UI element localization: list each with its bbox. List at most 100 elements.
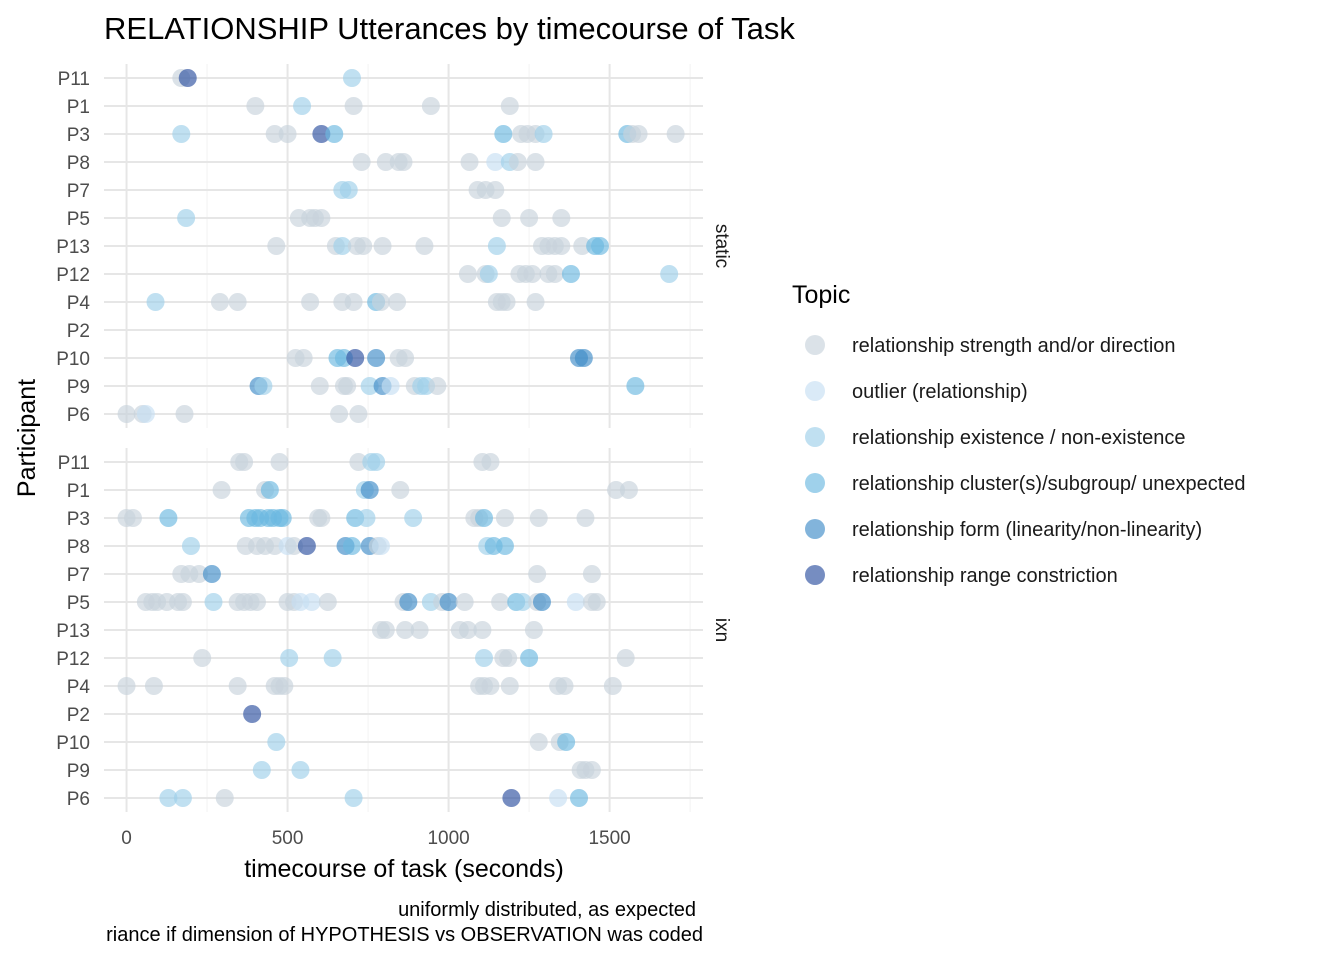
x-tick-label: 500	[272, 828, 304, 849]
data-point	[394, 153, 413, 171]
data-point	[486, 181, 505, 199]
data-point	[204, 593, 223, 611]
y-tick-label: P9	[67, 377, 90, 398]
data-point	[502, 789, 521, 807]
chart-title: RELATIONSHIP Utterances by timecourse of…	[104, 11, 795, 46]
data-point	[367, 349, 386, 367]
data-point	[582, 761, 601, 779]
data-point	[603, 677, 622, 695]
data-point	[616, 649, 635, 667]
data-point	[202, 565, 221, 583]
data-point	[344, 97, 363, 115]
data-point	[388, 293, 407, 311]
data-point	[373, 237, 392, 255]
data-point	[136, 405, 155, 423]
data-point	[228, 293, 247, 311]
caption-line-1: uniformly distributed, as expected	[398, 899, 696, 921]
data-point	[396, 349, 415, 367]
data-point	[278, 125, 297, 143]
data-point	[439, 593, 458, 611]
y-tick-label: P6	[67, 789, 90, 810]
data-point	[360, 481, 379, 499]
legend-key	[805, 519, 825, 539]
y-tick-label: P3	[67, 125, 90, 146]
panel-static: P11 P1 P3 P8 P7 P5 P13 P12 P4 P2 P10 P9 P6 static	[56, 64, 732, 428]
data-point	[520, 649, 539, 667]
facet-strip-ixn: ixn	[711, 618, 732, 642]
legend-key	[805, 565, 825, 585]
data-point	[460, 153, 479, 171]
data-point	[291, 761, 310, 779]
data-point	[175, 405, 194, 423]
legend-item: outlier (relationship)	[805, 381, 1028, 403]
legend-label: relationship strength and/or direction	[852, 335, 1176, 357]
data-point	[352, 153, 371, 171]
data-point	[344, 789, 363, 807]
data-point	[318, 593, 337, 611]
data-point	[376, 153, 395, 171]
data-point	[475, 509, 494, 527]
data-point	[293, 97, 312, 115]
data-point	[367, 453, 386, 471]
data-point	[349, 405, 368, 423]
data-point	[528, 565, 547, 583]
legend-item: relationship range constriction	[805, 565, 1118, 587]
data-point	[607, 481, 626, 499]
data-point	[532, 593, 551, 611]
data-point	[524, 621, 543, 639]
data-point	[228, 677, 247, 695]
data-point	[576, 509, 595, 527]
data-point	[344, 293, 363, 311]
data-point	[492, 209, 511, 227]
data-point	[619, 481, 638, 499]
data-point	[494, 125, 513, 143]
data-point	[267, 237, 286, 255]
data-point	[534, 125, 553, 143]
data-point	[172, 125, 191, 143]
data-point	[587, 593, 606, 611]
x-axis-ticks: 0 500 1000 1500	[121, 828, 630, 849]
data-point	[529, 733, 548, 751]
data-point	[243, 705, 262, 723]
data-point	[247, 593, 266, 611]
data-point	[267, 733, 286, 751]
x-tick-label: 1500	[588, 828, 630, 849]
data-point	[495, 509, 514, 527]
data-point	[421, 97, 440, 115]
y-tick-label: P4	[67, 293, 91, 314]
data-point	[349, 453, 368, 471]
data-point	[312, 209, 331, 227]
y-tick-label: P6	[67, 405, 90, 426]
legend-key	[805, 473, 825, 493]
y-tick-label: P11	[58, 69, 90, 90]
y-tick-label: P11	[58, 453, 90, 474]
caption-line-2: riance if dimension of HYPOTHESIS vs OBS…	[106, 924, 703, 946]
legend-key	[805, 381, 825, 401]
legend: relationship strength and/or direction ou…	[805, 335, 1246, 587]
y-tick-label: P10	[56, 733, 90, 754]
data-point	[346, 349, 365, 367]
y-tick-label: P8	[67, 537, 90, 558]
data-point	[280, 649, 299, 667]
data-point	[479, 265, 498, 283]
y-tick-label: P13	[56, 237, 90, 258]
data-point	[178, 69, 197, 87]
data-point	[499, 649, 518, 667]
data-point	[582, 565, 601, 583]
data-point	[357, 509, 376, 527]
data-point	[371, 293, 390, 311]
data-point	[666, 125, 685, 143]
y-tick-label: P5	[67, 593, 90, 614]
data-point	[117, 405, 136, 423]
y-tick-label: P7	[67, 181, 90, 202]
data-point	[508, 153, 527, 171]
y-axis-title: Participant	[13, 379, 41, 497]
plot-panels: P11P1P3P8P7P5P13P12P4P2P10P9P6staticP11P…	[56, 64, 732, 849]
data-point	[555, 677, 574, 695]
data-point	[273, 509, 292, 527]
data-point	[500, 677, 519, 695]
data-point	[312, 125, 331, 143]
data-point	[310, 377, 329, 395]
data-point	[325, 125, 344, 143]
y-tick-label: P4	[67, 677, 91, 698]
